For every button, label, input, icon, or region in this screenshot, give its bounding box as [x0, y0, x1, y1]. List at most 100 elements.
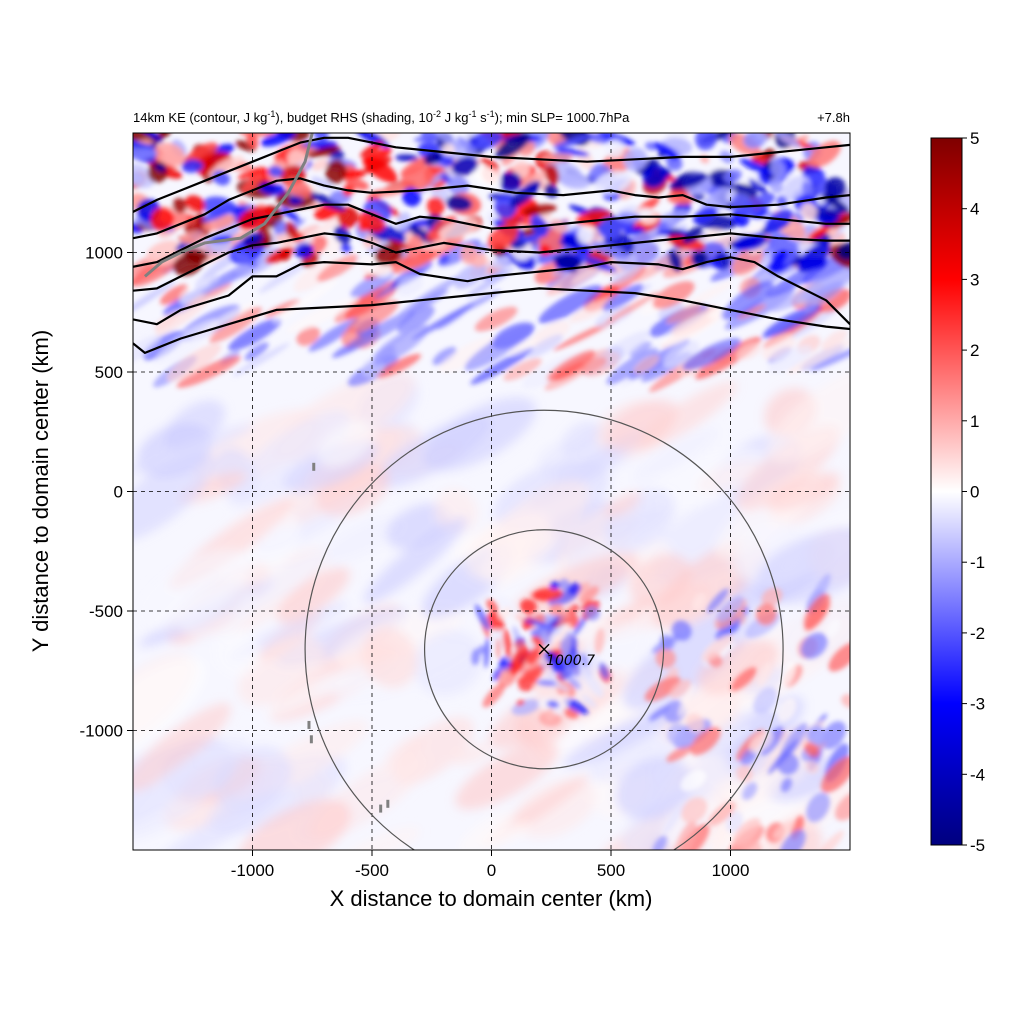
shading-blob	[572, 613, 589, 637]
shading-blob	[503, 358, 542, 381]
shading-blob	[545, 164, 560, 186]
shading-blob	[452, 743, 491, 766]
shading-blob	[580, 599, 592, 610]
shading-blob	[296, 326, 321, 346]
shading-blob	[138, 133, 163, 143]
shading-blob	[235, 140, 256, 152]
shading-blob	[727, 610, 762, 641]
shading-blob	[520, 598, 537, 615]
shading-blob	[531, 636, 544, 648]
shading-blob	[350, 270, 394, 298]
shading-blob	[154, 163, 167, 172]
shading-blob	[317, 420, 375, 468]
shading-blob	[492, 668, 502, 682]
shading-blob	[474, 306, 518, 332]
shading-blob	[495, 637, 501, 659]
shading-blob	[836, 241, 850, 261]
shading-blob	[800, 202, 817, 221]
shading-blob	[653, 142, 680, 160]
shading-blob	[725, 811, 743, 833]
shading-blob	[228, 410, 351, 508]
shading-blob	[230, 549, 331, 618]
shading-blob	[471, 648, 480, 666]
shading-blob	[824, 177, 847, 200]
shading-blob	[523, 619, 553, 628]
shading-blob	[236, 799, 351, 850]
shading-blob	[633, 427, 718, 482]
shading-blob	[364, 517, 467, 604]
shading-blob	[471, 165, 502, 187]
shading-blob	[730, 667, 757, 691]
shading-blob	[716, 595, 744, 622]
shading-blob	[376, 353, 422, 378]
shading-blob	[605, 291, 660, 324]
shading-blob	[479, 158, 499, 169]
shading-blob	[545, 651, 567, 672]
shading-blob	[821, 756, 850, 793]
shading-blob	[669, 679, 691, 699]
y-axis-label: Y distance to domain center (km)	[28, 330, 53, 652]
shading-blob	[213, 628, 261, 677]
x-tick-label: -500	[355, 861, 389, 880]
shading-blob	[606, 348, 659, 385]
chart-time-label: +7.8h	[817, 110, 850, 125]
shading-blob	[770, 159, 786, 180]
shading-blob	[757, 661, 773, 687]
colorbar-tick-label: -5	[970, 836, 985, 855]
shading-blob	[527, 334, 563, 358]
shading-blob	[228, 249, 258, 268]
shading-blob	[509, 646, 529, 676]
shading-blob	[521, 233, 541, 244]
shading-blob	[669, 172, 708, 190]
shading-blob	[340, 243, 352, 253]
shading-blob	[136, 548, 252, 631]
chart-title: 14km KE (contour, J kg-1), budget RHS (s…	[133, 109, 630, 125]
shading-blob	[396, 274, 423, 296]
shading-blob	[133, 657, 207, 764]
colorbar-tick-label: 2	[970, 341, 979, 360]
shading-blob	[724, 724, 751, 745]
shading-blob	[663, 340, 700, 368]
shading-blob	[610, 263, 643, 285]
shading-blob	[438, 334, 502, 373]
shading-blob	[486, 599, 499, 613]
shading-blob	[761, 587, 783, 607]
range-rings	[304, 409, 784, 850]
shading-blob	[438, 254, 450, 264]
ke-contours	[133, 136, 850, 354]
island-mark	[309, 735, 313, 744]
shading-blob	[684, 281, 733, 308]
colorbar-tick-label: -4	[970, 765, 985, 784]
shading-blob	[185, 195, 206, 213]
shading-blob	[779, 829, 806, 850]
shading-blob	[400, 166, 435, 191]
y-tick-label: -500	[89, 602, 123, 621]
shading-blob	[273, 279, 339, 323]
shading-blob	[753, 686, 777, 715]
shading-blob	[787, 339, 850, 374]
shading-blob	[546, 700, 560, 708]
shading-blob	[364, 147, 392, 165]
shading-blob	[452, 289, 501, 316]
ke-contour-line	[133, 203, 850, 268]
shading-blob	[469, 133, 503, 150]
shading-blob	[706, 588, 729, 613]
shading-blob	[552, 362, 585, 381]
shading-blob	[806, 792, 830, 823]
shading-blob	[482, 683, 506, 708]
shading-blob	[678, 684, 694, 717]
colorbar-tick-label: -3	[970, 695, 985, 714]
y-tick-label: -1000	[80, 722, 123, 741]
shading-blob	[558, 607, 574, 618]
shading-blob	[780, 661, 796, 689]
shading-blob	[604, 491, 642, 517]
shading-blob	[276, 567, 351, 624]
shading-blob	[780, 777, 793, 793]
shading-blob	[633, 355, 660, 374]
shading-blob	[579, 586, 599, 604]
shading-blob	[660, 307, 726, 347]
shading-blob	[159, 133, 171, 137]
shading-blob	[181, 159, 203, 173]
shading-blob	[671, 620, 692, 641]
shading-blob	[385, 734, 425, 766]
